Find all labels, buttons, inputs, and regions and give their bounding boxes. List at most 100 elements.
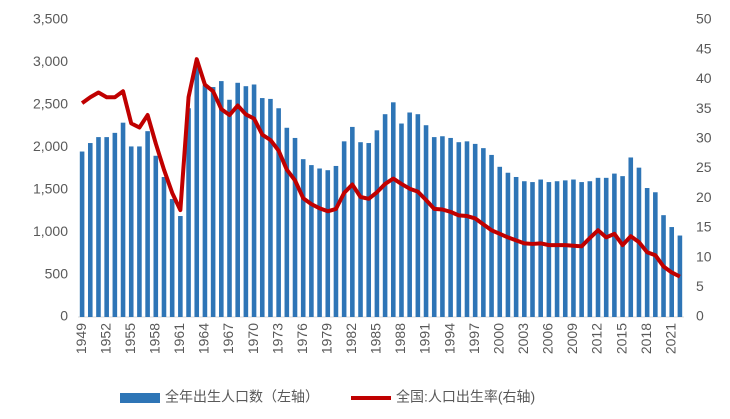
- bar: [341, 141, 347, 317]
- bar: [431, 137, 437, 317]
- y-tick-label: 3,500: [33, 11, 68, 27]
- bar: [153, 155, 159, 317]
- y-tick-label: 0: [60, 308, 68, 324]
- bar: [530, 182, 535, 317]
- y2-tick-label: 25: [696, 159, 712, 175]
- bar: [423, 125, 429, 317]
- y-tick-label: 2,000: [33, 138, 68, 154]
- bar: [161, 176, 167, 317]
- bar: [399, 123, 404, 317]
- bar: [186, 108, 191, 317]
- bar: [227, 99, 232, 317]
- bar: [481, 148, 486, 317]
- bar: [612, 173, 617, 317]
- bar: [309, 165, 314, 317]
- bar: [350, 126, 355, 317]
- bar: [440, 136, 445, 317]
- x-tick-label: 1982: [343, 323, 359, 354]
- bar: [112, 132, 118, 317]
- x-tick-label: 1958: [147, 323, 163, 354]
- bar: [571, 179, 576, 317]
- x-tick-label: 1973: [269, 323, 285, 354]
- bar: [603, 177, 609, 317]
- bar: [169, 199, 175, 317]
- bar: [366, 143, 372, 317]
- bar: [251, 84, 257, 318]
- x-tick-label: 2009: [564, 323, 580, 354]
- bar: [120, 122, 126, 317]
- bar: [464, 141, 470, 317]
- x-tick-label: 2006: [540, 323, 556, 354]
- y2-tick-label: 40: [696, 70, 712, 86]
- bar: [497, 166, 503, 317]
- x-tick-label: 1979: [318, 323, 334, 354]
- bar: [333, 165, 339, 317]
- bar: [317, 168, 322, 317]
- bar: [259, 98, 265, 317]
- x-tick-label: 1955: [122, 323, 138, 354]
- bar: [415, 114, 421, 317]
- y2-tick-label: 20: [696, 189, 712, 205]
- bar: [145, 131, 150, 317]
- x-tick-label: 2015: [613, 323, 629, 354]
- y2-tick-label: 10: [696, 248, 712, 264]
- bar: [137, 146, 142, 317]
- bar: [448, 137, 453, 317]
- x-tick-label: 1985: [368, 323, 384, 354]
- y-tick-label: 1,000: [33, 223, 68, 239]
- bar: [407, 112, 412, 317]
- bar: [178, 216, 183, 317]
- legend-label: 全国:人口出生率(右轴): [396, 389, 535, 405]
- line: [80, 57, 681, 279]
- x-tick-label: 1988: [392, 323, 408, 354]
- y-tick-label: 1,500: [33, 180, 68, 196]
- bar: [235, 82, 240, 318]
- bar: [300, 159, 306, 317]
- legend-swatch: [120, 393, 160, 403]
- bar: [579, 182, 584, 317]
- bar: [382, 114, 388, 317]
- bar: [546, 182, 552, 317]
- bar: [554, 181, 560, 317]
- bar: [87, 143, 93, 317]
- bar: [538, 179, 543, 317]
- bar: [505, 172, 511, 317]
- bar: [79, 151, 85, 317]
- y2-tick-label: 30: [696, 130, 712, 146]
- bar: [456, 142, 462, 317]
- bar: [595, 177, 601, 317]
- x-tick-label: 2021: [662, 323, 678, 354]
- x-tick-label: 1997: [466, 323, 482, 354]
- x-tick-label: 1967: [220, 323, 236, 354]
- y2-tick-label: 50: [696, 11, 712, 27]
- x-tick-label: 2003: [515, 323, 531, 354]
- bar: [562, 180, 568, 317]
- bar: [325, 170, 331, 317]
- bar: [96, 137, 101, 317]
- bar: [374, 130, 380, 317]
- bar: [202, 85, 208, 317]
- x-tick-label: 1949: [73, 323, 89, 354]
- bar: [390, 102, 396, 317]
- bar: [104, 137, 109, 317]
- bar: [513, 176, 519, 317]
- bar: [587, 181, 593, 317]
- y-tick-label: 3,000: [33, 53, 68, 69]
- bar: [210, 87, 216, 317]
- y2-tick-label: 15: [696, 219, 712, 235]
- x-tick-label: 2012: [589, 323, 605, 354]
- bar: [243, 86, 249, 317]
- bar: [522, 181, 527, 317]
- x-tick-label: 1970: [245, 323, 261, 354]
- bar: [276, 108, 281, 317]
- x-tick-label: 2018: [638, 323, 654, 354]
- x-tick-label: 1994: [441, 323, 457, 354]
- bar: [284, 127, 290, 317]
- bar: [219, 81, 224, 318]
- bar: [489, 154, 494, 317]
- bar: [358, 142, 363, 317]
- y2-tick-label: 0: [696, 308, 704, 324]
- y2-tick-label: 45: [696, 40, 712, 56]
- bar: [194, 65, 200, 317]
